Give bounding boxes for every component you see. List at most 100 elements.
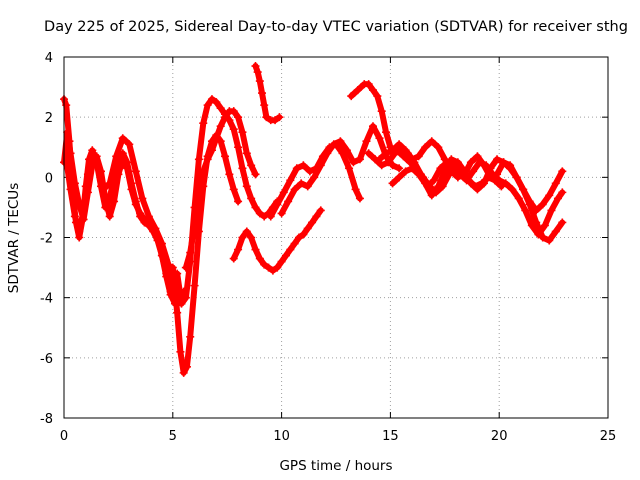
data-point-marker <box>194 191 203 200</box>
data-point-marker <box>466 179 475 188</box>
data-point-marker <box>255 209 264 218</box>
data-point-marker <box>221 113 230 122</box>
data-point-marker <box>345 164 354 173</box>
x-axis-label: GPS time / hours <box>279 458 392 474</box>
y-tick-label: -4 <box>40 292 53 307</box>
data-point-marker <box>519 185 528 194</box>
x-tick-label: 5 <box>169 429 177 444</box>
data-point-marker <box>260 260 269 269</box>
data-point-marker <box>551 179 560 188</box>
data-point-marker <box>395 164 404 173</box>
data-point-marker <box>182 362 191 371</box>
data-point-marker <box>427 191 436 200</box>
data-point-marker <box>164 260 173 269</box>
data-point-marker <box>355 194 364 203</box>
data-point-marker <box>290 185 299 194</box>
data-point-marker <box>234 245 243 254</box>
data-point-marker <box>251 170 260 179</box>
data-point-marker <box>305 167 314 176</box>
data-point-marker <box>234 143 243 152</box>
data-point-marker <box>286 245 295 254</box>
data-point-marker <box>364 80 373 89</box>
data-point-marker <box>266 212 275 221</box>
data-point-marker <box>290 239 299 248</box>
data-point-marker <box>229 107 238 116</box>
data-point-marker <box>179 368 188 377</box>
y-tick-label: 0 <box>45 171 53 186</box>
data-point-marker <box>157 239 166 248</box>
data-point-marker <box>479 161 488 170</box>
data-point-marker <box>414 152 423 161</box>
data-point-marker <box>177 299 186 308</box>
data-point-marker <box>373 92 382 101</box>
data-point-marker <box>429 176 438 185</box>
data-series-track <box>251 62 284 125</box>
data-point-marker <box>493 155 502 164</box>
data-point-marker <box>551 227 560 236</box>
data-point-marker <box>190 221 199 230</box>
data-point-marker <box>83 170 92 179</box>
data-point-marker <box>105 212 114 221</box>
data-point-marker <box>460 167 469 176</box>
data-series-track <box>181 107 260 272</box>
data-point-marker <box>316 206 325 215</box>
data-point-marker <box>216 122 225 131</box>
data-point-marker <box>238 233 247 242</box>
data-series-track <box>388 155 567 245</box>
data-point-marker <box>375 134 384 143</box>
data-point-marker <box>453 173 462 182</box>
data-point-marker <box>388 179 397 188</box>
data-point-marker <box>382 128 391 137</box>
data-point-marker <box>512 173 521 182</box>
y-tick-label: -6 <box>40 352 53 367</box>
data-point-marker <box>312 212 321 221</box>
data-point-marker <box>242 182 251 191</box>
data-point-marker <box>99 185 108 194</box>
data-point-marker <box>336 137 345 146</box>
data-point-marker <box>299 161 308 170</box>
data-point-marker <box>181 263 190 272</box>
data-point-marker <box>558 167 567 176</box>
data-point-marker <box>362 137 371 146</box>
data-point-marker <box>79 206 88 215</box>
y-tick-label: -2 <box>40 232 53 247</box>
data-point-marker <box>242 227 251 236</box>
chart-title: Day 225 of 2025, Sidereal Day-to-day VTE… <box>44 19 628 35</box>
y-tick-label: 4 <box>45 51 53 66</box>
data-point-marker <box>144 212 153 221</box>
data-point-marker <box>262 113 271 122</box>
data-point-marker <box>303 224 312 233</box>
data-point-marker <box>255 254 264 263</box>
data-point-marker <box>281 251 290 260</box>
data-point-marker <box>173 308 182 317</box>
data-point-marker <box>168 263 177 272</box>
data-point-marker <box>238 128 247 137</box>
data-point-marker <box>558 188 567 197</box>
data-point-marker <box>70 212 79 221</box>
data-point-marker <box>75 227 84 236</box>
data-point-marker <box>277 257 286 266</box>
y-tick-label: -8 <box>40 412 53 427</box>
data-point-marker <box>66 185 75 194</box>
data-point-marker <box>466 158 475 167</box>
data-point-marker <box>255 77 264 86</box>
data-point-marker <box>136 212 145 221</box>
data-point-marker <box>251 203 260 212</box>
data-point-marker <box>286 176 295 185</box>
data-point-marker <box>247 161 256 170</box>
data-point-marker <box>176 347 185 356</box>
data-point-marker <box>508 185 517 194</box>
data-point-marker <box>395 173 404 182</box>
data-point-marker <box>553 194 562 203</box>
data-point-marker <box>384 158 393 167</box>
data-point-marker <box>229 185 238 194</box>
data-point-marker <box>382 149 391 158</box>
data-point-marker <box>538 233 547 242</box>
data-point-marker <box>216 104 225 113</box>
data-point-marker <box>308 218 317 227</box>
data-point-marker <box>125 140 134 149</box>
data-point-marker <box>292 164 301 173</box>
data-point-marker <box>408 164 417 173</box>
